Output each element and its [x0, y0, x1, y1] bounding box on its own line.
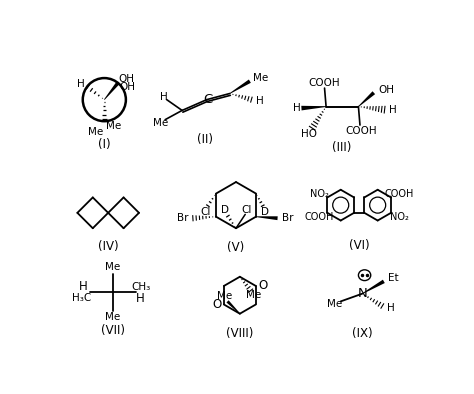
Polygon shape [227, 300, 240, 314]
Text: (VII): (VII) [101, 324, 125, 337]
Text: Me: Me [246, 290, 261, 300]
Text: Me: Me [253, 73, 268, 83]
Text: COOH: COOH [384, 190, 414, 199]
Text: (VIII): (VIII) [226, 327, 254, 340]
Text: Et: Et [389, 273, 399, 283]
Text: H: H [79, 280, 88, 293]
Text: H: H [77, 79, 85, 89]
Text: HO: HO [301, 129, 317, 139]
Text: H: H [293, 103, 301, 113]
Polygon shape [362, 280, 385, 294]
Text: H: H [389, 105, 397, 115]
Text: Me: Me [105, 262, 120, 273]
Text: Br: Br [282, 213, 294, 223]
Text: Cl: Cl [242, 205, 252, 215]
Text: D: D [221, 205, 229, 215]
Text: (I): (I) [98, 138, 110, 151]
Text: OH: OH [118, 74, 134, 84]
Text: (IV): (IV) [98, 240, 118, 253]
Polygon shape [301, 106, 326, 110]
Text: Me: Me [217, 291, 232, 301]
Text: (VI): (VI) [349, 239, 370, 252]
Text: (II): (II) [197, 133, 213, 146]
Text: H: H [387, 303, 395, 312]
Text: Me: Me [88, 127, 103, 137]
Text: Me: Me [105, 312, 120, 322]
Text: COOH: COOH [304, 212, 334, 223]
Text: H: H [160, 91, 167, 102]
Text: D: D [261, 207, 269, 217]
Text: Br: Br [177, 213, 188, 223]
Text: NO₂: NO₂ [310, 190, 328, 199]
Text: Me: Me [153, 118, 168, 128]
Text: C: C [203, 93, 212, 106]
Text: OH: OH [378, 85, 394, 95]
Text: O: O [258, 279, 267, 292]
Text: Me: Me [327, 299, 342, 309]
Polygon shape [104, 82, 119, 100]
Text: Cl: Cl [200, 207, 210, 217]
Text: COOH: COOH [309, 78, 340, 88]
Text: (III): (III) [332, 141, 351, 154]
Text: CH₃: CH₃ [131, 282, 150, 292]
Polygon shape [358, 91, 375, 107]
Text: Me: Me [106, 121, 121, 131]
Text: (V): (V) [228, 241, 245, 254]
Text: OH: OH [120, 82, 136, 91]
Polygon shape [229, 80, 251, 94]
Text: H₃C: H₃C [73, 293, 91, 303]
Text: (IX): (IX) [352, 327, 373, 340]
Text: N: N [357, 287, 367, 300]
Text: O: O [212, 298, 221, 311]
Text: H: H [136, 292, 145, 305]
Text: COOH: COOH [346, 126, 377, 136]
Polygon shape [256, 216, 278, 220]
Text: H: H [256, 96, 264, 106]
Text: NO₂: NO₂ [390, 212, 409, 223]
